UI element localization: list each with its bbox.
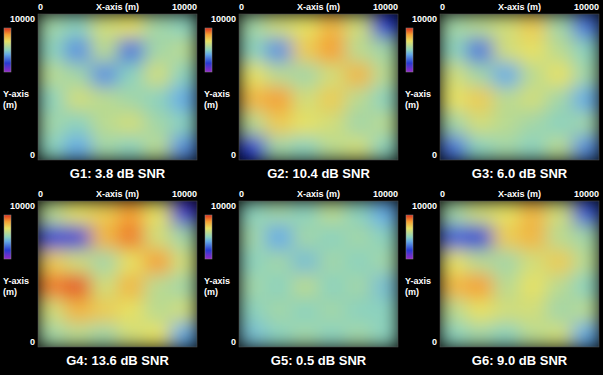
svg-text:0: 0 <box>239 189 244 199</box>
svg-text:0: 0 <box>440 2 445 12</box>
svg-text:Y-axis(m): Y-axis(m) <box>3 276 29 297</box>
svg-text:Y-axis(m): Y-axis(m) <box>3 89 29 110</box>
svg-text:G1: 3.8 dB SNR: G1: 3.8 dB SNR <box>70 166 166 181</box>
svg-text:10000: 10000 <box>10 201 35 211</box>
svg-text:0: 0 <box>30 337 35 347</box>
svg-text:0: 0 <box>432 337 437 347</box>
svg-text:10000: 10000 <box>10 14 35 24</box>
svg-text:0: 0 <box>231 150 236 160</box>
svg-text:0: 0 <box>239 2 244 12</box>
svg-text:0: 0 <box>432 150 437 160</box>
svg-text:0: 0 <box>30 150 35 160</box>
svg-text:X-axis (m): X-axis (m) <box>96 189 139 199</box>
svg-text:0: 0 <box>231 337 236 347</box>
svg-text:0: 0 <box>38 2 43 12</box>
svg-text:G6: 9.0 dB SNR: G6: 9.0 dB SNR <box>472 353 568 368</box>
svg-text:Y-axis(m): Y-axis(m) <box>204 89 230 110</box>
svg-text:X-axis (m): X-axis (m) <box>498 2 541 12</box>
svg-text:0: 0 <box>38 189 43 199</box>
svg-text:G2: 10.4 dB SNR: G2: 10.4 dB SNR <box>267 166 370 181</box>
svg-text:10000: 10000 <box>172 2 197 12</box>
svg-text:Y-axis(m): Y-axis(m) <box>204 276 230 297</box>
svg-text:10000: 10000 <box>412 201 437 211</box>
svg-text:10000: 10000 <box>412 14 437 24</box>
svg-text:10000: 10000 <box>211 201 236 211</box>
svg-text:G4: 13.6 dB SNR: G4: 13.6 dB SNR <box>66 353 169 368</box>
svg-text:10000: 10000 <box>574 2 599 12</box>
svg-text:Y-axis(m): Y-axis(m) <box>405 89 431 110</box>
svg-text:10000: 10000 <box>373 2 398 12</box>
svg-text:X-axis (m): X-axis (m) <box>297 2 340 12</box>
svg-text:10000: 10000 <box>211 14 236 24</box>
svg-text:10000: 10000 <box>172 189 197 199</box>
svg-text:10000: 10000 <box>373 189 398 199</box>
svg-text:10000: 10000 <box>574 189 599 199</box>
svg-text:G3: 6.0 dB SNR: G3: 6.0 dB SNR <box>472 166 568 181</box>
svg-text:Y-axis(m): Y-axis(m) <box>405 276 431 297</box>
svg-text:G5: 0.5 dB SNR: G5: 0.5 dB SNR <box>271 353 367 368</box>
svg-text:X-axis (m): X-axis (m) <box>498 189 541 199</box>
svg-text:0: 0 <box>440 189 445 199</box>
svg-text:X-axis (m): X-axis (m) <box>297 189 340 199</box>
svg-text:X-axis (m): X-axis (m) <box>96 2 139 12</box>
